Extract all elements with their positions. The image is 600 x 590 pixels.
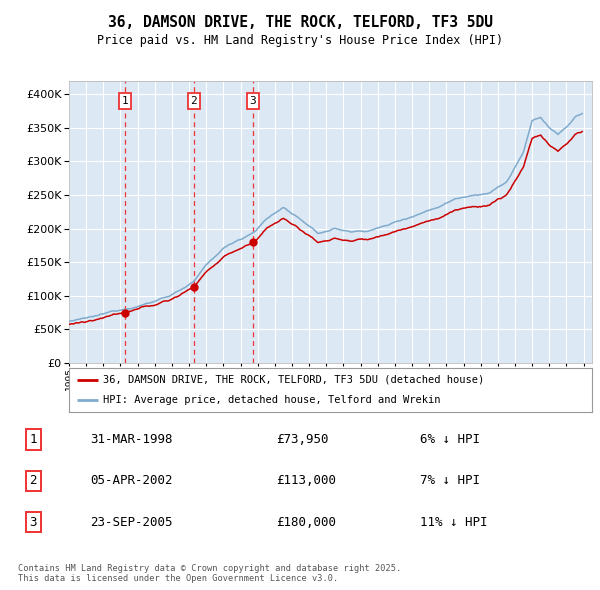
Text: 3: 3 [250,96,256,106]
Text: 1: 1 [29,433,37,446]
Text: 2: 2 [190,96,197,106]
Text: Price paid vs. HM Land Registry's House Price Index (HPI): Price paid vs. HM Land Registry's House … [97,34,503,47]
Text: £113,000: £113,000 [276,474,336,487]
Text: 2: 2 [29,474,37,487]
Text: 11% ↓ HPI: 11% ↓ HPI [420,516,487,529]
Text: 7% ↓ HPI: 7% ↓ HPI [420,474,480,487]
Text: 3: 3 [29,516,37,529]
Text: HPI: Average price, detached house, Telford and Wrekin: HPI: Average price, detached house, Telf… [103,395,440,405]
Text: 23-SEP-2005: 23-SEP-2005 [90,516,173,529]
Text: 36, DAMSON DRIVE, THE ROCK, TELFORD, TF3 5DU: 36, DAMSON DRIVE, THE ROCK, TELFORD, TF3… [107,15,493,30]
Text: 05-APR-2002: 05-APR-2002 [90,474,173,487]
Text: Contains HM Land Registry data © Crown copyright and database right 2025.
This d: Contains HM Land Registry data © Crown c… [18,563,401,583]
Text: 6% ↓ HPI: 6% ↓ HPI [420,433,480,446]
Text: £180,000: £180,000 [276,516,336,529]
Text: 36, DAMSON DRIVE, THE ROCK, TELFORD, TF3 5DU (detached house): 36, DAMSON DRIVE, THE ROCK, TELFORD, TF3… [103,375,484,385]
Text: 1: 1 [121,96,128,106]
Text: 31-MAR-1998: 31-MAR-1998 [90,433,173,446]
Text: £73,950: £73,950 [276,433,329,446]
